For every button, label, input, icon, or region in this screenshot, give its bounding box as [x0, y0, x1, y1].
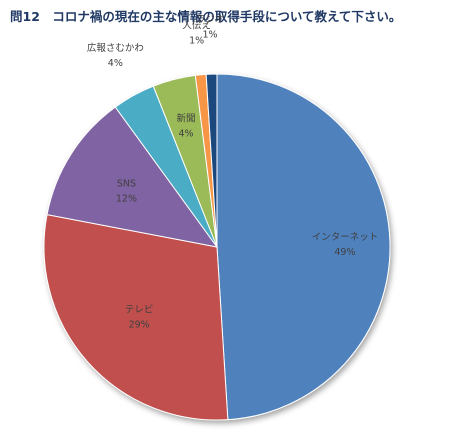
slice-label-shinbun: 新聞: [177, 112, 196, 124]
slice-value-shinbun: 4%: [178, 128, 193, 139]
slice-label-koho-samukawa: 広報さむかわ: [87, 42, 144, 54]
slice-value-tv: 29%: [129, 320, 150, 331]
pie-slice-tv: [43, 213, 229, 421]
slice-label-radio: ラジオ: [196, 15, 224, 26]
slice-label-internet: インターネット: [312, 232, 379, 243]
slice-value-radio: 1%: [203, 30, 218, 41]
pie-labels: インターネット49%テレビ29%SNS12%広報さむかわ4%新聞4%人伝え1%ラ…: [87, 15, 378, 331]
pie-slice-internet: [216, 73, 391, 421]
slice-value-internet: 49%: [334, 247, 355, 258]
slice-value-hitozute: 1%: [189, 36, 204, 47]
pie-slices: [43, 73, 391, 421]
pie-slice-sns: [46, 106, 219, 248]
slice-label-hitozute: 人伝え: [182, 21, 211, 32]
pie-slice-radio: [205, 73, 218, 248]
slice-label-sns: SNS: [117, 179, 136, 190]
slice-value-sns: 12%: [116, 194, 137, 205]
chart-title: 問12 コロナ禍の現在の主な情報の取得手段について教えて下さい。: [10, 9, 402, 24]
slice-label-tv: テレビ: [125, 305, 154, 316]
slice-value-koho-samukawa: 4%: [108, 58, 123, 69]
